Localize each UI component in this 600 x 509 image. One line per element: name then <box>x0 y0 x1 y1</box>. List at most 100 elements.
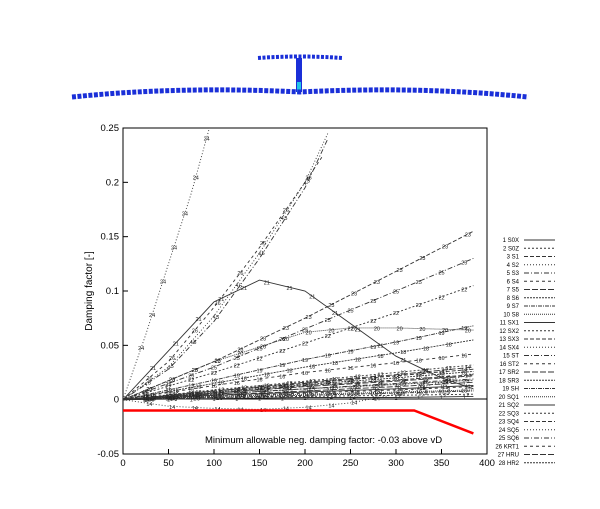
legend-entry-label: 22 SQ3 <box>499 411 520 417</box>
series-line-17 <box>123 366 474 401</box>
series-point-label: 20 <box>351 326 357 332</box>
series-point-label: 9 <box>174 397 177 403</box>
series-point-label: 23 <box>237 348 243 354</box>
series-point-label: 22 <box>279 349 285 355</box>
series-point-label: 5 <box>284 216 287 222</box>
legend: 1 S0X 2 S0Z 3 S1 4 S2 5 S3 6 S4 7 S5 8 S6 9 S7 10… <box>495 238 555 467</box>
series-point-label: 1 <box>258 397 261 403</box>
series-point-label: 11 <box>147 397 153 403</box>
series-point-label: 20 <box>306 330 312 336</box>
series-point-label: 20 <box>169 378 175 384</box>
series-point-label: 25 <box>347 309 353 315</box>
series-point-label: 16 <box>165 391 171 397</box>
legend-entry-label: 19 SH <box>502 387 519 393</box>
legend-entry-label: 4 S2 <box>507 263 520 269</box>
legend-entry-label: 21 SQ2 <box>499 403 520 409</box>
series-point-label: 20 <box>465 329 471 335</box>
legend-entry-label: 6 S4 <box>507 279 520 285</box>
series-line-1 <box>123 395 474 401</box>
series-point-label: 2 <box>330 395 333 401</box>
series-point-label: 23 <box>419 256 425 262</box>
series-point-label: 18 <box>218 381 224 387</box>
series-point-label: 28 <box>461 371 467 377</box>
series-point-label: 27 <box>286 386 292 392</box>
fin-root <box>297 82 301 94</box>
series-point-label: 23 <box>169 378 175 384</box>
series-point-label: 22 <box>347 326 353 332</box>
series-point-label: 8 <box>466 379 469 385</box>
series-point-label: 4 <box>281 216 284 222</box>
series-point-label: 5 <box>193 340 196 346</box>
series-line-15 <box>123 378 474 401</box>
series-point-label: 11 <box>306 390 312 396</box>
series-point-label: 26 <box>192 329 198 335</box>
legend-entry-label: 13 SX3 <box>499 337 519 343</box>
series-point-label: 17 <box>283 383 289 389</box>
series-line-14 <box>123 373 474 410</box>
series-point-label: 15 <box>173 395 179 401</box>
series-point-label: 22 <box>188 378 194 384</box>
series-point-label: 2 <box>307 395 310 401</box>
series-point-label: 22 <box>211 371 217 377</box>
series-point-label: 4 <box>212 315 215 321</box>
series-point-label: 2 <box>262 395 265 401</box>
series-point-label: 8 <box>444 380 447 386</box>
series-point-label: 17 <box>374 375 380 381</box>
y-axis-label: Damping factor [-] <box>84 251 95 331</box>
fin <box>296 58 302 92</box>
series-point-label: 28 <box>347 380 353 386</box>
series-point-label: 18 <box>377 354 383 360</box>
series-point-label: 16 <box>370 364 376 370</box>
series-point-label: 19 <box>347 349 353 355</box>
series-point-label: 17 <box>306 381 312 387</box>
series-point-label: 12 <box>400 370 406 376</box>
series-point-label: 12 <box>446 366 452 372</box>
series-point-label: 7 <box>394 385 397 391</box>
series-point-label: 13 <box>143 396 149 402</box>
series-point-label: 10 <box>256 394 262 400</box>
x-tick-label: 50 <box>163 458 174 469</box>
series-point-label: 2 <box>284 395 287 401</box>
series-point-label: 27 <box>377 381 383 387</box>
series-point-label: 9 <box>447 390 450 396</box>
series-point-label: 22 <box>325 334 331 340</box>
series-point-label: 25 <box>438 270 444 276</box>
legend-entry-label: 14 SX4 <box>499 345 519 351</box>
series-point-label: 25 <box>461 261 467 267</box>
legend-entry-label: 5 S3 <box>507 271 520 277</box>
series-point-label: 18 <box>241 377 247 383</box>
series-point-label: 5 <box>216 315 219 321</box>
series-point-label: 6 <box>197 396 200 402</box>
series-point-label: 13 <box>393 374 399 380</box>
series-point-label: 25 <box>393 290 399 296</box>
series-point-label: 19 <box>302 358 308 364</box>
series-point-label: 25 <box>279 337 285 343</box>
series-point-label: 9 <box>220 396 223 402</box>
series-point-label: 22 <box>393 311 399 317</box>
series-point-label: 27 <box>195 393 201 399</box>
series-point-label: 18 <box>355 357 361 363</box>
legend-entry-label: 25 SQ6 <box>499 436 520 442</box>
series-point-label: 14 <box>351 401 357 407</box>
y-tick-label: 0.2 <box>106 177 119 188</box>
series-line-9 <box>123 390 474 401</box>
series-point-label: 15 <box>286 388 292 394</box>
legend-entry-label: 17 SR2 <box>499 370 520 376</box>
series-point-label: 28 <box>325 381 331 387</box>
legend-entry-label: 7 S5 <box>507 288 520 294</box>
x-tick-label: 250 <box>343 458 359 469</box>
series-point-label: 20 <box>328 328 334 334</box>
legend-entry-label: 11 SX1 <box>500 321 520 327</box>
series-point-label: 17 <box>397 373 403 379</box>
series-point-label: 10 <box>438 389 444 395</box>
series-line-10 <box>123 389 474 401</box>
series-point-label: 1 <box>349 396 352 402</box>
series-point-label: 24 <box>204 136 210 142</box>
series-point-label: 4 <box>190 340 193 346</box>
series-point-label: 8 <box>375 384 378 390</box>
series-point-label: 27 <box>264 388 270 394</box>
series-point-label: 22 <box>143 391 149 397</box>
series-point-label: 11 <box>374 388 380 394</box>
series-point-label: 10 <box>393 391 399 397</box>
series-point-label: 11 <box>351 389 357 395</box>
